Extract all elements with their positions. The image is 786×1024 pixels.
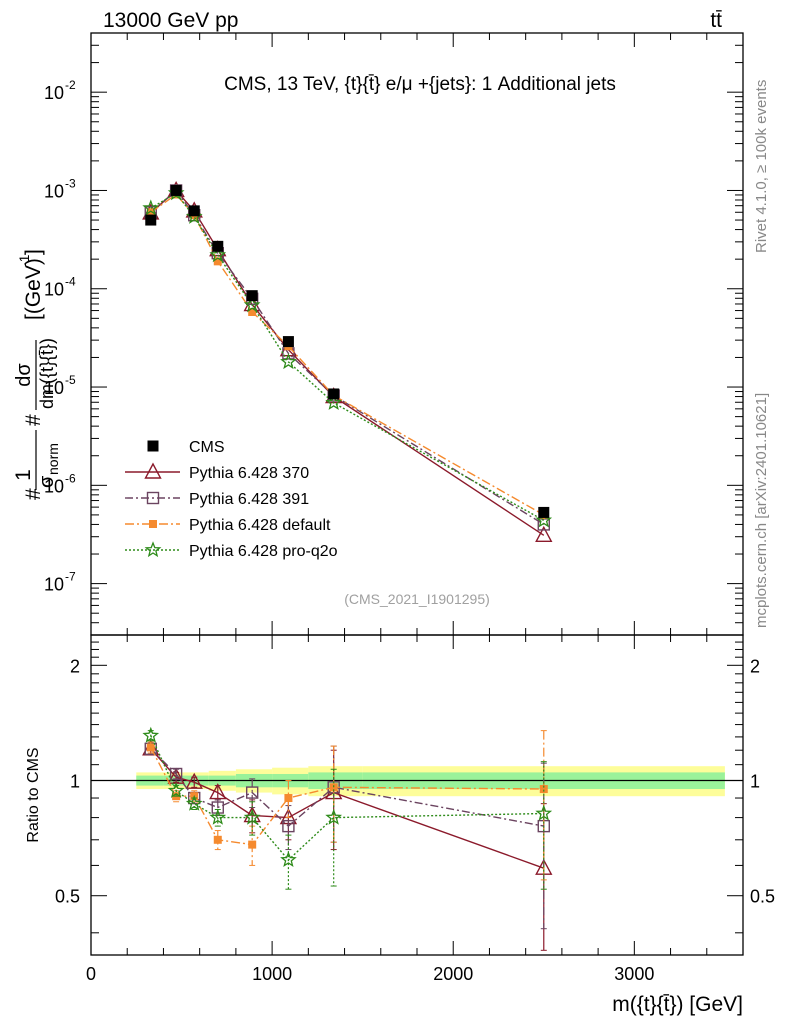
legend-marker-pythia-6-428-370 bbox=[144, 462, 162, 479]
pythia-6-428-pro-q2o-ratio-marker bbox=[243, 808, 261, 825]
legend-label-pythia-6-428-391: Pythia 6.428 391 bbox=[189, 491, 309, 508]
x-tick-label: 0 bbox=[86, 964, 96, 984]
pythia-6-428-pro-q2o-ratio-marker bbox=[325, 808, 343, 825]
pythia-6-428-391-main-marker bbox=[537, 518, 550, 531]
y-label-unit: [(GeV) bbox=[22, 258, 45, 320]
side-label-mcplots: mcplots.cern.ch [arXiv:2401.10621] bbox=[753, 392, 770, 628]
pythia-6-428-391-ratio-marker bbox=[245, 786, 259, 799]
pythia-6-428-391-ratio-marker bbox=[169, 767, 183, 781]
header-left: 13000 GeV pp bbox=[103, 9, 238, 32]
pythia-6-428-pro-q2o-ratio-marker bbox=[209, 808, 227, 825]
cms-data-point bbox=[212, 240, 224, 252]
legend-label-cms: CMS bbox=[189, 439, 225, 456]
y-tick-label-base: 10 bbox=[44, 575, 64, 595]
pythia-6-428-default-ratio-marker bbox=[329, 783, 338, 792]
ratio-tick-label-left: 1 bbox=[70, 772, 80, 792]
x-tick-label: 2000 bbox=[433, 964, 473, 984]
y-label-norm: norm bbox=[45, 443, 61, 475]
y-tick-label-exponent: -5 bbox=[65, 373, 76, 387]
cms-data-point bbox=[282, 336, 294, 348]
pythia-6-428-370-ratio-marker bbox=[243, 806, 261, 823]
y-tick-label-base: 10 bbox=[44, 83, 64, 103]
pythia-6-428-391-ratio-marker bbox=[211, 801, 224, 814]
pythia-6-428-391-ratio-line bbox=[150, 748, 544, 828]
pythia-6-428-default-ratio-marker bbox=[213, 835, 222, 844]
cms-data-point bbox=[188, 205, 200, 217]
legend-marker-pythia-6-428-default bbox=[149, 520, 157, 528]
cms-data-point bbox=[145, 214, 157, 226]
y-label-one: 1 bbox=[12, 469, 35, 481]
pythia-6-428-391-ratio-marker bbox=[282, 819, 295, 833]
legend-marker-pythia-6-428-pro-q2o bbox=[144, 541, 162, 558]
ratio-tick-label-right: 0.5 bbox=[750, 887, 775, 907]
y-tick-label-exponent: -7 bbox=[65, 570, 76, 584]
y-label-dsigma: dσ bbox=[13, 363, 35, 387]
pythia-6-428-default-ratio-marker bbox=[146, 743, 155, 752]
legend-marker-cms bbox=[147, 440, 159, 452]
y-tick-label-exponent: -2 bbox=[65, 78, 76, 92]
ratio-tick-label-right: 1 bbox=[750, 772, 760, 792]
pythia-6-428-pro-q2o-main-marker bbox=[142, 199, 160, 216]
ratio-bands bbox=[136, 766, 725, 797]
pythia-6-428-pro-q2o-main-marker bbox=[280, 353, 297, 370]
legend-label-pythia-6-428-pro-q2o: Pythia 6.428 pro-q2o bbox=[189, 543, 338, 560]
cms-data-point bbox=[170, 184, 182, 196]
y-tick-label-base: 10 bbox=[44, 476, 64, 496]
y-tick-label-exponent: -6 bbox=[65, 471, 76, 485]
y-label-sigma: σ bbox=[36, 475, 58, 488]
y-label-unit-close: ] bbox=[22, 249, 45, 255]
pythia-6-428-default-main-marker bbox=[248, 307, 257, 316]
pythia-6-428-pro-q2o-main-marker bbox=[535, 511, 553, 528]
ratio-tick-label-left: 2 bbox=[70, 656, 80, 676]
legend-label-pythia-6-428-370: Pythia 6.428 370 bbox=[189, 465, 309, 482]
pythia-6-428-pro-q2o-ratio-marker bbox=[142, 726, 160, 743]
watermark: (CMS_2021_I1901295) bbox=[344, 591, 490, 607]
pythia-6-428-pro-q2o-main-marker bbox=[325, 394, 342, 410]
cms-data-point bbox=[538, 506, 550, 518]
pythia-6-428-default-main-marker bbox=[146, 208, 155, 217]
cms-data-point bbox=[246, 290, 258, 302]
ratio-tick-label-right: 2 bbox=[750, 656, 760, 676]
pythia-6-428-pro-q2o-ratio-marker bbox=[185, 794, 203, 811]
y-tick-label-base: 10 bbox=[44, 378, 64, 398]
x-axis-label: m({t}{t̄}) [GeV] bbox=[612, 993, 743, 1016]
pythia-6-428-default-ratio-marker bbox=[284, 794, 293, 803]
pythia-6-428-pro-q2o-ratio-marker bbox=[535, 804, 553, 821]
ratio-tick-label-left: 0.5 bbox=[55, 887, 80, 907]
y-label-dm: dm({t}{t̄}) bbox=[37, 338, 57, 409]
y-label-hash2: # bbox=[22, 414, 45, 426]
chart-title: CMS, 13 TeV, {t}{t̄} e/μ +{jets}: 1 Addi… bbox=[224, 74, 616, 95]
pythia-6-428-370-ratio-line bbox=[150, 748, 545, 869]
pythia-6-428-370-ratio-marker bbox=[209, 783, 227, 800]
pythia-6-428-default-ratio-marker bbox=[539, 785, 548, 794]
legend-label-pythia-6-428-default: Pythia 6.428 default bbox=[189, 517, 331, 534]
series-layer bbox=[142, 180, 553, 951]
y-tick-label-base: 10 bbox=[44, 280, 64, 300]
pythia-6-428-default-main-marker bbox=[213, 257, 222, 266]
x-tick-label: 3000 bbox=[614, 964, 654, 984]
y-label-unit-exp: -1 bbox=[16, 254, 32, 267]
side-label-rivet: Rivet 4.1.0, ≥ 100k events bbox=[753, 79, 770, 253]
header-right: tt̄ bbox=[710, 9, 722, 32]
ratio-y-label: Ratio to CMS bbox=[25, 747, 42, 842]
y-label-hash1: # bbox=[22, 488, 45, 500]
y-axis-label: # 1 σ norm # dσ dm({t}{t̄}) [(GeV) -1 ] bbox=[12, 249, 61, 500]
y-tick-label-exponent: -3 bbox=[65, 176, 76, 190]
pythia-6-428-default-ratio-marker bbox=[248, 840, 257, 849]
y-tick-label-exponent: -4 bbox=[65, 275, 76, 289]
pythia-6-428-pro-q2o-ratio-marker bbox=[167, 781, 185, 798]
cms-data-point bbox=[328, 388, 340, 400]
legend-marker-pythia-6-428-391 bbox=[146, 491, 160, 505]
y-tick-label-base: 10 bbox=[44, 181, 64, 201]
legend: CMS Pythia 6.428 370 Pythia 6.428 391 Pythi… bbox=[125, 439, 338, 560]
pythia-6-428-pro-q2o-main-marker bbox=[209, 246, 227, 263]
pythia-6-428-370-main-marker bbox=[535, 525, 553, 543]
pythia-6-428-370-ratio-marker bbox=[185, 772, 203, 789]
pythia-6-428-pro-q2o-ratio-marker bbox=[280, 851, 297, 868]
x-tick-label: 1000 bbox=[252, 964, 292, 984]
pythia-6-428-pro-q2o-main-marker bbox=[243, 296, 261, 313]
